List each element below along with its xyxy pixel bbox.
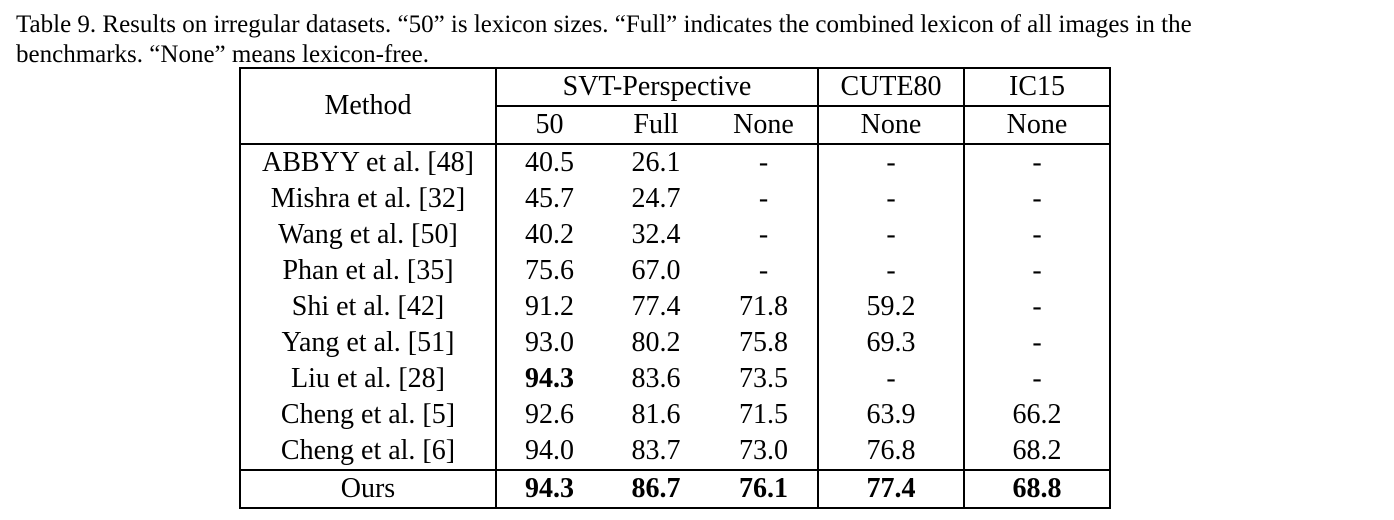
table-row: Yang et al. [51] 93.0 80.2 75.8 69.3 - xyxy=(240,325,1110,361)
method-cell: Cheng et al. [5] xyxy=(240,397,497,433)
svt-none-cell: - xyxy=(710,144,819,181)
svt-none-cell: - xyxy=(710,217,819,253)
svt-full-cell: 26.1 xyxy=(631,147,681,178)
cute80-cell: 63.9 xyxy=(818,397,965,433)
svt-none-cell: 73.0 xyxy=(710,433,819,470)
table-row: ABBYY et al. [48] 40.5 26.1 - - - xyxy=(240,144,1110,181)
svt-full-cell: 81.6 xyxy=(631,399,681,430)
table-row: Mishra et al. [32] 45.7 24.7 - - - xyxy=(240,181,1110,217)
svt-full-cell: 32.4 xyxy=(631,219,681,250)
cute80-none-header: None xyxy=(818,106,965,145)
method-cell: Liu et al. [28] xyxy=(240,361,497,397)
ic15-cell: - xyxy=(1032,291,1042,322)
cute80-cell: - xyxy=(818,181,965,217)
cute80-cell: - xyxy=(818,144,965,181)
ic15-none-header: None xyxy=(964,106,1110,145)
results-table: Method SVT-Perspective CUTE80 IC15 50 Fu… xyxy=(239,67,1111,509)
table-caption: Table 9. Results on irregular datasets. … xyxy=(16,10,1336,70)
ic15-cell: - xyxy=(1032,255,1042,286)
results-table-container: Method SVT-Perspective CUTE80 IC15 50 Fu… xyxy=(239,67,1111,509)
svt-50-cell: 94.3 xyxy=(496,469,602,508)
method-header: Method xyxy=(240,68,497,145)
svt-none-cell: 71.5 xyxy=(710,397,819,433)
ic15-cell: - xyxy=(1032,327,1042,358)
svt-50-cell: 94.3 xyxy=(525,363,574,394)
ic15-cell: - xyxy=(1032,147,1042,178)
method-cell: Cheng et al. [6] xyxy=(240,433,497,470)
svt-none-cell: - xyxy=(710,181,819,217)
svt-50-cell: 91.2 xyxy=(525,291,574,322)
svt-50-cell: 92.6 xyxy=(525,399,574,430)
svt-full-cell: 83.7 xyxy=(631,435,681,466)
ic15-cell: - xyxy=(1032,363,1042,394)
ic15-cell: - xyxy=(1032,219,1042,250)
ic15-cell: 68.8 xyxy=(964,469,1110,508)
svt-full-header: Full xyxy=(602,106,710,145)
svt-50-cell: 40.2 xyxy=(525,219,574,250)
svt-none-cell: 71.8 xyxy=(710,289,819,325)
table-row: Wang et al. [50] 40.2 32.4 - - - xyxy=(240,217,1110,253)
method-cell: Yang et al. [51] xyxy=(240,325,497,361)
method-cell: ABBYY et al. [48] xyxy=(240,144,497,181)
table-row: Liu et al. [28] 94.3 83.6 73.5 - - xyxy=(240,361,1110,397)
method-cell: Ours xyxy=(240,469,497,508)
cute80-header: CUTE80 xyxy=(818,68,965,107)
svt-full-cell: 80.2 xyxy=(631,327,681,358)
table-row: Cheng et al. [6] 94.0 83.7 73.0 76.8 68.… xyxy=(240,433,1110,470)
table-row: Cheng et al. [5] 92.6 81.6 71.5 63.9 66.… xyxy=(240,397,1110,433)
svt-none-header: None xyxy=(710,106,819,145)
table-subheader-row: 50 Full None None None xyxy=(240,106,1110,145)
ic15-cell: 68.2 xyxy=(1012,435,1062,466)
table-row: Shi et al. [42] 91.2 77.4 71.8 59.2 - xyxy=(240,289,1110,325)
svt-full-cell: 86.7 xyxy=(602,469,710,508)
svt-none-cell: 76.1 xyxy=(710,469,819,508)
svt-none-cell: 75.8 xyxy=(710,325,819,361)
svt-full-cell: 67.0 xyxy=(631,255,681,286)
svt-none-cell: 73.5 xyxy=(710,361,819,397)
svt-full-cell: 24.7 xyxy=(631,183,681,214)
table-group-header-row: Method SVT-Perspective CUTE80 IC15 xyxy=(240,68,1110,145)
cute80-cell: 76.8 xyxy=(818,433,965,470)
cute80-cell: - xyxy=(818,253,965,289)
svt-full-cell: 77.4 xyxy=(631,291,681,322)
method-cell: Shi et al. [42] xyxy=(240,289,497,325)
svt-full-cell: 83.6 xyxy=(631,363,681,394)
svt-50-cell: 94.0 xyxy=(525,435,574,466)
ic15-header: IC15 xyxy=(964,68,1110,107)
method-cell: Mishra et al. [32] xyxy=(240,181,497,217)
method-cell: Phan et al. [35] xyxy=(240,253,497,289)
table-row: Phan et al. [35] 75.6 67.0 - - - xyxy=(240,253,1110,289)
cute80-cell: - xyxy=(818,361,965,397)
svt-50-cell: 45.7 xyxy=(525,183,574,214)
svt-50-header: 50 xyxy=(496,106,602,145)
cute80-cell: 69.3 xyxy=(818,325,965,361)
caption-line-2: benchmarks. “None” means lexicon-free. xyxy=(16,41,430,68)
cute80-cell: - xyxy=(818,217,965,253)
ic15-cell: - xyxy=(1032,183,1042,214)
svt-perspective-header: SVT-Perspective xyxy=(496,68,819,107)
svt-50-cell: 93.0 xyxy=(525,327,574,358)
svt-50-cell: 75.6 xyxy=(525,255,574,286)
cute80-cell: 77.4 xyxy=(818,469,965,508)
svt-none-cell: - xyxy=(710,253,819,289)
ours-row: Ours 94.3 86.7 76.1 77.4 68.8 xyxy=(240,469,1110,508)
ic15-cell: 66.2 xyxy=(1012,399,1062,430)
method-cell: Wang et al. [50] xyxy=(240,217,497,253)
cute80-cell: 59.2 xyxy=(818,289,965,325)
svt-50-cell: 40.5 xyxy=(525,147,574,178)
caption-line-1: Table 9. Results on irregular datasets. … xyxy=(16,11,1192,38)
